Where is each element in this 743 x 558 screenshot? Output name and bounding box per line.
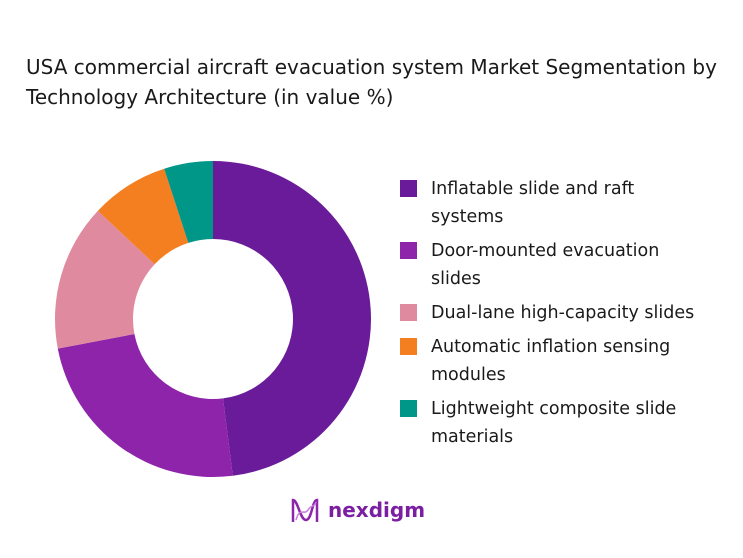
chart-title: USA commercial aircraft evacuation syste… — [26, 55, 717, 109]
legend-swatch — [400, 180, 417, 197]
legend-item: Dual-lane high-capacity slides — [400, 299, 701, 327]
legend-item: Automatic inflation sensing modules — [400, 333, 701, 389]
legend-label: Automatic inflation sensing modules — [431, 337, 671, 385]
donut-slice — [55, 210, 155, 349]
legend-swatch — [400, 338, 417, 355]
legend-swatch — [400, 242, 417, 259]
legend-label: Inflatable slide and raft systems — [431, 179, 635, 227]
donut-slice — [164, 161, 213, 243]
legend-item: Door-mounted evacuation slides — [400, 237, 701, 293]
logo-text: nexdigm — [328, 498, 426, 522]
donut-slice — [97, 168, 189, 265]
nexdigm-logo: nexdigm — [290, 496, 425, 524]
legend-swatch — [400, 400, 417, 417]
legend-item: Inflatable slide and raft systems — [400, 175, 701, 231]
donut-slice — [213, 161, 372, 476]
legend-item: Lightweight composite slide materials — [400, 395, 701, 451]
donut-slice — [57, 333, 233, 478]
legend-label: Door-mounted evacuation slides — [431, 241, 660, 289]
legend: Inflatable slide and raft systems Door-mo… — [400, 175, 701, 457]
legend-label: Lightweight composite slide materials — [431, 399, 677, 447]
legend-label: Dual-lane high-capacity slides — [431, 303, 695, 323]
nexdigm-logo-icon — [291, 498, 319, 522]
legend-swatch — [400, 304, 417, 321]
